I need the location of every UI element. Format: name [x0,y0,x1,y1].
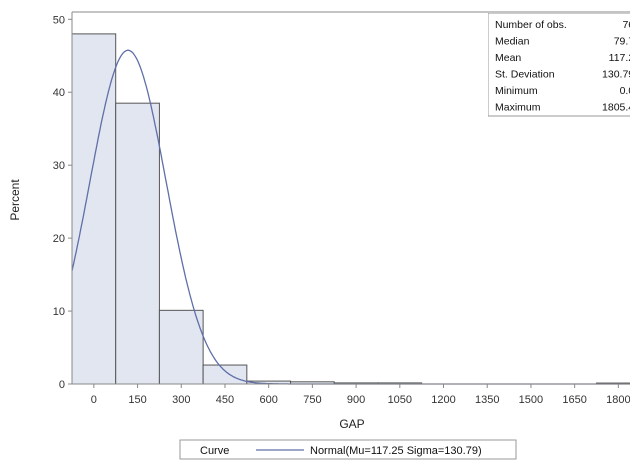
bar-2 [158,309,204,385]
stats-value: 130.791 [602,69,630,81]
x-tick-label: 750 [303,394,321,406]
bar-3 [202,364,248,385]
stats-label: Maximum [495,102,541,114]
x-tick-label: 1800 [606,394,630,406]
x-tick-label: 600 [260,394,278,406]
stats-inset: Number of obs. 764 Median 79.74 Mean 117.25 St… [488,13,630,117]
legend-title: Curve [200,445,229,457]
y-tick-label: 10 [53,306,65,318]
x-tick-label: 1200 [431,394,455,406]
x-tick-label: 1050 [388,394,412,406]
x-axis-title: GAP [339,417,364,431]
x-tick-label: 0 [91,394,97,406]
x-tick-label: 900 [347,394,365,406]
y-tick-label: 0 [59,379,65,391]
y-tick-label: 40 [53,87,65,99]
axes [71,11,630,385]
y-tick-label: 50 [53,14,65,26]
bar-1 [115,102,160,385]
stats-inset-body: Number of obs. 764 Median 79.74 Mean 117.25 St… [488,13,630,117]
stats-label: Median [495,36,530,48]
x-tick-label: 1350 [475,394,499,406]
legend-frame [179,439,517,460]
x-tick-label: 1500 [519,394,543,406]
x-tick-label: 1650 [562,394,586,406]
y-tick-label: 30 [53,160,65,172]
x-tick-label: 300 [172,394,190,406]
stats-label: Minimum [495,85,538,97]
y-axis-title: Percent [8,179,22,221]
legend-entry: Normal(Mu=117.25 Sigma=130.79) [310,445,482,457]
stats-label: Number of obs. [495,19,567,31]
stats-value: 764 [622,19,630,31]
stats-inset-frame [488,13,630,117]
stats-label: St. Deviation [495,69,555,81]
y-tick-label: 20 [53,233,65,245]
stats-label: Mean [495,52,521,64]
stats-value: 79.74 [614,36,630,48]
y-tick-labels: 0 10 20 30 40 50 [53,14,72,391]
stats-value: 117.25 [609,52,630,64]
x-tick-label: 450 [216,394,234,406]
x-tick-label: 150 [128,394,146,406]
stats-value: 1805.41 [602,102,630,114]
x-tick-labels: 0 150 300 450 600 750 900 1050 1200 1350 1500 1650 1… [91,384,630,406]
legend: Curve Normal(Mu=117.25 Sigma=130.79) [179,439,517,460]
stats-value: 0.09 [620,85,630,97]
